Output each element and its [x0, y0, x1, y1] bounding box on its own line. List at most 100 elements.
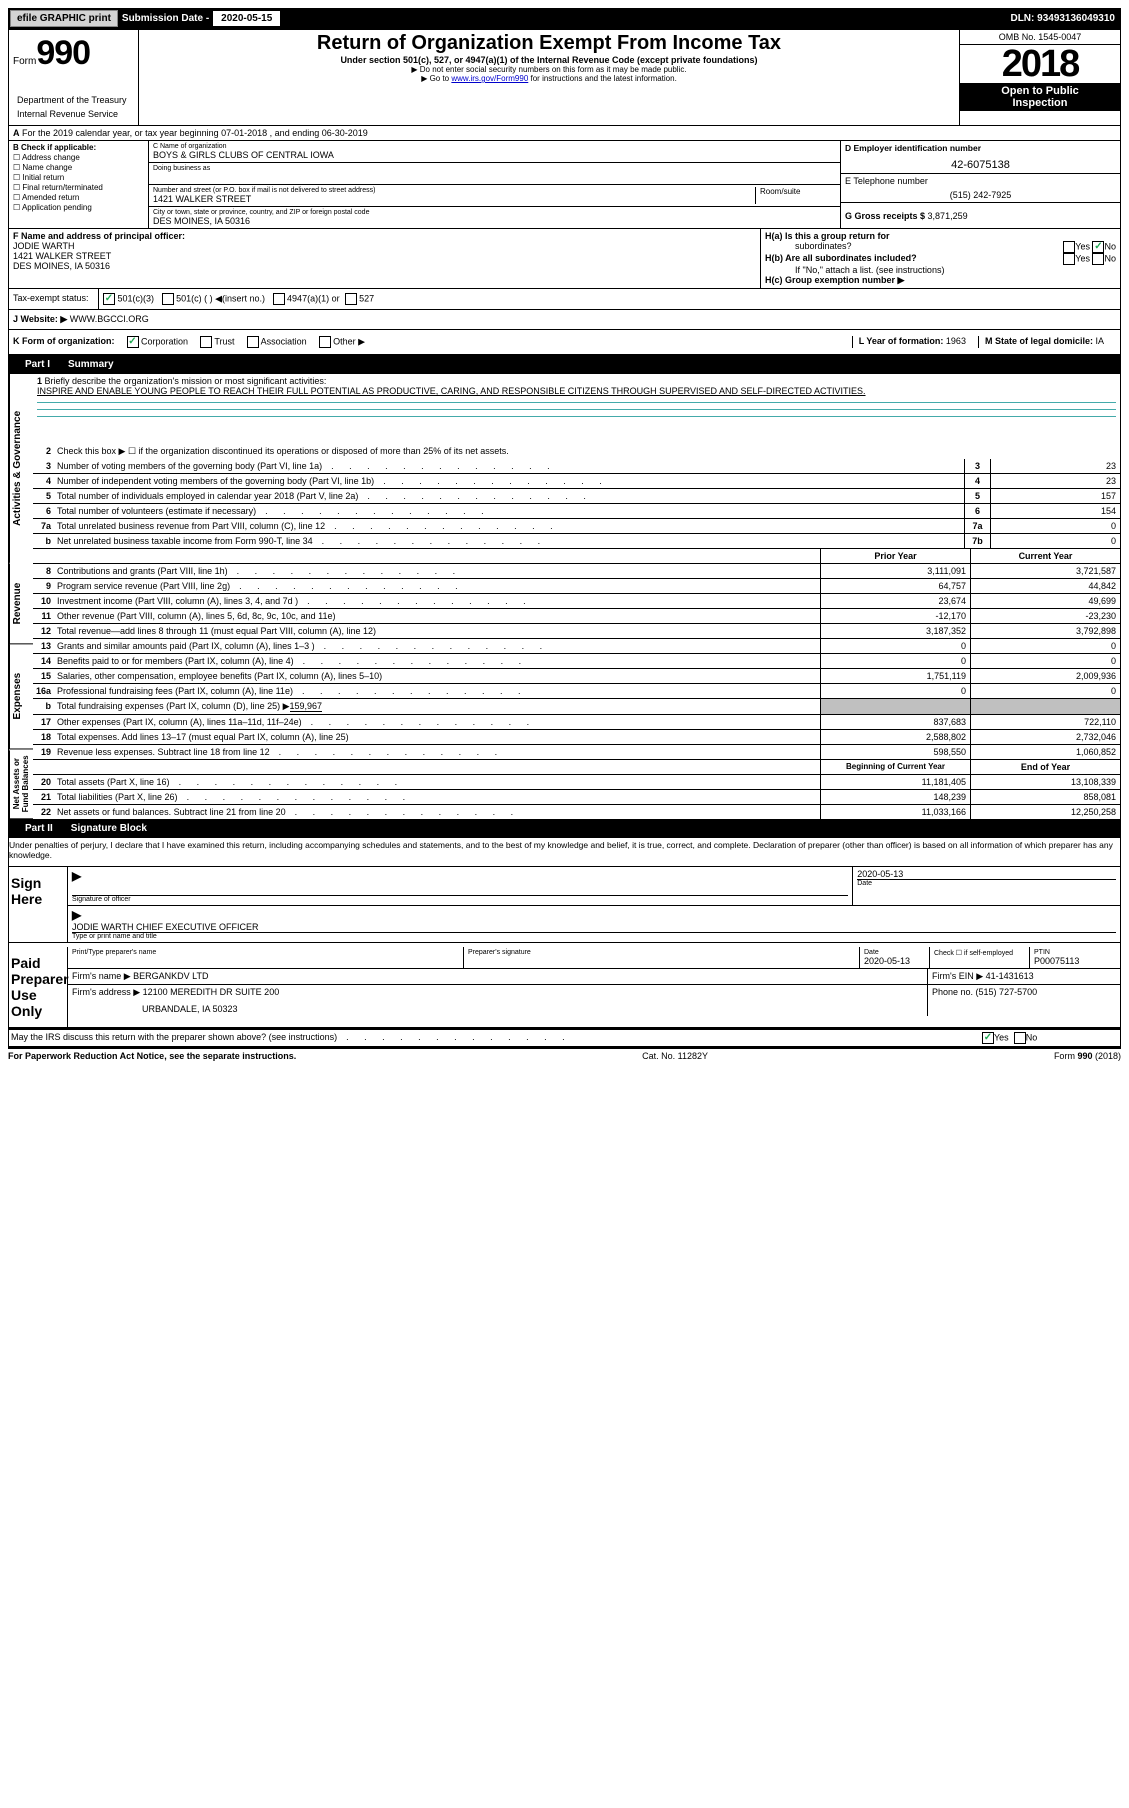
- part1-body: Activities & Governance Revenue Expenses…: [9, 374, 1120, 819]
- city-state-zip: DES MOINES, IA 50316: [153, 216, 836, 226]
- firm-ein: 41-1431613: [986, 971, 1034, 981]
- chk-app-pending[interactable]: ☐ Application pending: [13, 203, 144, 212]
- arrow-icon: ▶: [72, 908, 81, 922]
- chk-address-change[interactable]: ☐ Address change: [13, 153, 144, 162]
- dba-label: Doing business as: [153, 165, 836, 172]
- hb-note: If "No," attach a list. (see instruction…: [765, 265, 1116, 275]
- firm-phone: (515) 727-5700: [976, 987, 1038, 997]
- part2-header: Part II Signature Block: [9, 819, 1120, 838]
- chk-corp[interactable]: [127, 336, 139, 348]
- chk-name-change[interactable]: ☐ Name change: [13, 163, 144, 172]
- dln: DLN: 93493136049310: [1010, 13, 1119, 24]
- side-activities: Activities & Governance: [9, 374, 33, 563]
- col-c: C Name of organization BOYS & GIRLS CLUB…: [149, 141, 840, 228]
- officer-label: F Name and address of principal officer:: [13, 231, 185, 241]
- row-a: A For the 2019 calendar year, or tax yea…: [9, 126, 1120, 141]
- phone-value: (515) 242-7925: [845, 190, 1116, 200]
- subtitle-2: ▶ Do not enter social security numbers o…: [145, 65, 953, 74]
- hc-label: H(c) Group exemption number ▶: [765, 275, 904, 285]
- part1-header: Part I Summary: [9, 355, 1120, 374]
- paid-preparer-label: Paid Preparer Use Only: [9, 947, 67, 1027]
- arrow-icon: ▶: [72, 869, 81, 883]
- row-i: Tax-exempt status: 501(c)(3) 501(c) ( ) …: [9, 289, 1120, 310]
- side-netassets: Net Assets or Fund Balances: [9, 750, 33, 819]
- header-row: Form990 Department of the Treasury Inter…: [9, 30, 1120, 126]
- sign-here-section: Sign Here ▶ Signature of officer 2020-05…: [9, 866, 1120, 943]
- hb-no[interactable]: [1092, 253, 1104, 265]
- footer: For Paperwork Reduction Act Notice, see …: [8, 1049, 1121, 1063]
- col-f: F Name and address of principal officer:…: [9, 229, 760, 288]
- sign-here-label: Sign Here: [9, 867, 67, 942]
- officer-city: DES MOINES, IA 50316: [13, 261, 756, 271]
- c8: 3,721,587: [970, 564, 1120, 578]
- v16b: 159,967: [290, 701, 323, 712]
- ha-yes[interactable]: [1063, 241, 1075, 253]
- ptin: P00075113: [1034, 956, 1116, 966]
- p8: 3,111,091: [820, 564, 970, 578]
- firm-addr2: URBANDALE, IA 50323: [72, 1004, 923, 1014]
- chk-527[interactable]: [345, 293, 357, 305]
- chk-501c[interactable]: [162, 293, 174, 305]
- hb-yes[interactable]: [1063, 253, 1075, 265]
- form-word: Form: [13, 56, 36, 67]
- officer-street: 1421 WALKER STREET: [13, 251, 756, 261]
- v7a: 0: [990, 519, 1120, 533]
- cat-no: Cat. No. 11282Y: [296, 1051, 1054, 1061]
- sign-date: 2020-05-13: [857, 869, 1116, 879]
- year-box: OMB No. 1545-0047 2018 Open to PublicIns…: [960, 30, 1120, 125]
- firm-name: BERGANKDV LTD: [133, 971, 208, 981]
- room-label: Room/suite: [756, 187, 836, 204]
- v6: 154: [990, 504, 1120, 518]
- phone-label: E Telephone number: [845, 176, 1116, 186]
- paperwork-notice: For Paperwork Reduction Act Notice, see …: [8, 1051, 296, 1061]
- addr-label: Number and street (or P.O. box if mail i…: [153, 187, 751, 194]
- row-k: K Form of organization: Corporation Trus…: [9, 330, 1120, 355]
- irs-link[interactable]: www.irs.gov/Form990: [451, 74, 528, 83]
- chk-4947[interactable]: [273, 293, 285, 305]
- chk-amended[interactable]: ☐ Amended return: [13, 193, 144, 202]
- col-de: D Employer identification number 42-6075…: [840, 141, 1120, 228]
- discuss-question: May the IRS discuss this return with the…: [9, 1030, 980, 1046]
- website-value: WWW.BGCCI.ORG: [70, 314, 149, 324]
- dept-treasury: Department of the Treasury: [13, 93, 134, 107]
- chk-initial-return[interactable]: ☐ Initial return: [13, 173, 144, 182]
- top-bar: efile GRAPHIC print Submission Date - 20…: [8, 8, 1121, 29]
- discuss-yes[interactable]: [982, 1032, 994, 1044]
- row-fh: F Name and address of principal officer:…: [9, 229, 1120, 289]
- submission-date: 2020-05-15: [213, 11, 280, 26]
- chk-assoc[interactable]: [247, 336, 259, 348]
- form-title: Return of Organization Exempt From Incom…: [145, 32, 953, 55]
- v7b: 0: [990, 534, 1120, 548]
- state-domicile: IA: [1095, 336, 1104, 346]
- tax-exempt-label: Tax-exempt status:: [9, 289, 99, 309]
- subtitle-3: ▶ Go to www.irs.gov/Form990 for instruct…: [145, 74, 953, 83]
- form-990: 990: [36, 34, 90, 72]
- row-j: J Website: ▶ WWW.BGCCI.ORG: [9, 310, 1120, 330]
- side-revenue: Revenue: [9, 563, 33, 644]
- street-address: 1421 WALKER STREET: [153, 194, 751, 204]
- form-footer: Form 990 (2018): [1054, 1051, 1121, 1061]
- chk-other[interactable]: [319, 336, 331, 348]
- mission-text: INSPIRE AND ENABLE YOUNG PEOPLE TO REACH…: [37, 386, 866, 396]
- mission-block: 1 Briefly describe the organization's mi…: [33, 374, 1120, 444]
- discuss-no[interactable]: [1014, 1032, 1026, 1044]
- ha-no[interactable]: [1092, 241, 1104, 253]
- paid-preparer-section: Paid Preparer Use Only Print/Type prepar…: [9, 947, 1120, 1028]
- chk-trust[interactable]: [200, 336, 212, 348]
- firm-addr1: 12100 MEREDITH DR SUITE 200: [143, 987, 280, 997]
- city-label: City or town, state or province, country…: [153, 209, 836, 216]
- org-name: BOYS & GIRLS CLUBS OF CENTRAL IOWA: [153, 150, 836, 160]
- org-name-label: C Name of organization: [153, 143, 836, 150]
- form-number-box: Form990 Department of the Treasury Inter…: [9, 30, 139, 125]
- efile-print-button[interactable]: efile GRAPHIC print: [10, 10, 118, 27]
- v3: 23: [990, 459, 1120, 473]
- tax-year: 2018: [960, 45, 1120, 83]
- chk-501c3[interactable]: [103, 293, 115, 305]
- chk-final-return[interactable]: ☐ Final return/terminated: [13, 183, 144, 192]
- gross-receipts: 3,871,259: [928, 211, 968, 221]
- submission-date-label: Submission Date -: [122, 13, 209, 24]
- col-b-checkboxes: B Check if applicable: ☐ Address change …: [9, 141, 149, 228]
- signer-name: JODIE WARTH CHIEF EXECUTIVE OFFICER: [72, 922, 1116, 933]
- col-h: H(a) Is this a group return for subordin…: [760, 229, 1120, 288]
- title-box: Return of Organization Exempt From Incom…: [139, 30, 960, 125]
